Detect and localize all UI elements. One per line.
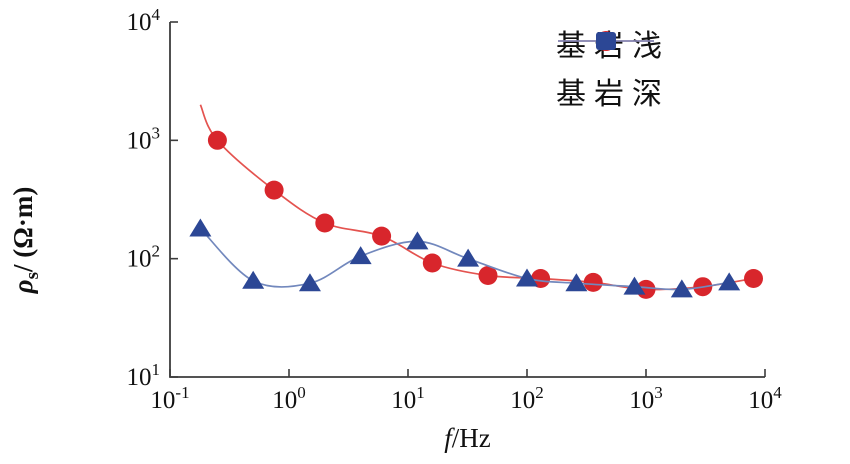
series-1-marker-triangle <box>242 270 265 289</box>
series-1-marker-triangle <box>516 268 538 287</box>
y-tick-label: 104 <box>127 5 161 36</box>
x-tick-label: 101 <box>391 383 425 414</box>
series-0-marker-circle <box>315 213 335 233</box>
axes-lines <box>169 22 765 378</box>
series-0-marker-circle <box>372 226 392 246</box>
y-tick-label: 102 <box>127 242 161 273</box>
series-1-marker-triangle <box>565 273 588 292</box>
series-1-marker-triangle <box>406 231 429 250</box>
series-0-marker-circle <box>583 272 603 292</box>
y-axis-label: ρs/ (Ω·m) <box>8 187 43 295</box>
series-0-marker-circle <box>744 269 763 288</box>
x-tick-label: 103 <box>629 383 663 414</box>
y-tick-label: 103 <box>127 123 161 154</box>
series-1-marker-triangle <box>670 279 693 298</box>
series-0-marker-circle <box>478 266 498 285</box>
legend-label-deep: 基岩深 <box>556 78 670 111</box>
x-tick-label: 100 <box>272 383 306 414</box>
legend: 基岩浅 基岩深 <box>556 28 670 114</box>
series-0-marker-circle <box>207 130 227 150</box>
series-1-marker-triangle <box>457 248 480 267</box>
series-1-marker-triangle <box>298 273 321 292</box>
series-1-marker-triangle <box>718 272 741 291</box>
x-tick-label: 102 <box>510 383 544 414</box>
series-0-marker-circle <box>422 253 442 273</box>
legend-swatch-square-icon <box>558 32 654 50</box>
series-1-marker-triangle <box>623 276 646 295</box>
x-tick-label: 10-1 <box>150 383 189 414</box>
y-tick-label: 101 <box>127 360 161 391</box>
series-1-marker-triangle <box>189 218 212 237</box>
legend-marker-square-icon <box>596 32 616 50</box>
legend-entry-deep-bedrock: 基岩深 <box>556 32 670 114</box>
x-tick-label: 104 <box>748 383 782 414</box>
series-1-marker-triangle <box>349 246 372 265</box>
x-axis-label: f/Hz <box>444 423 491 453</box>
series-0-marker-circle <box>264 180 284 200</box>
